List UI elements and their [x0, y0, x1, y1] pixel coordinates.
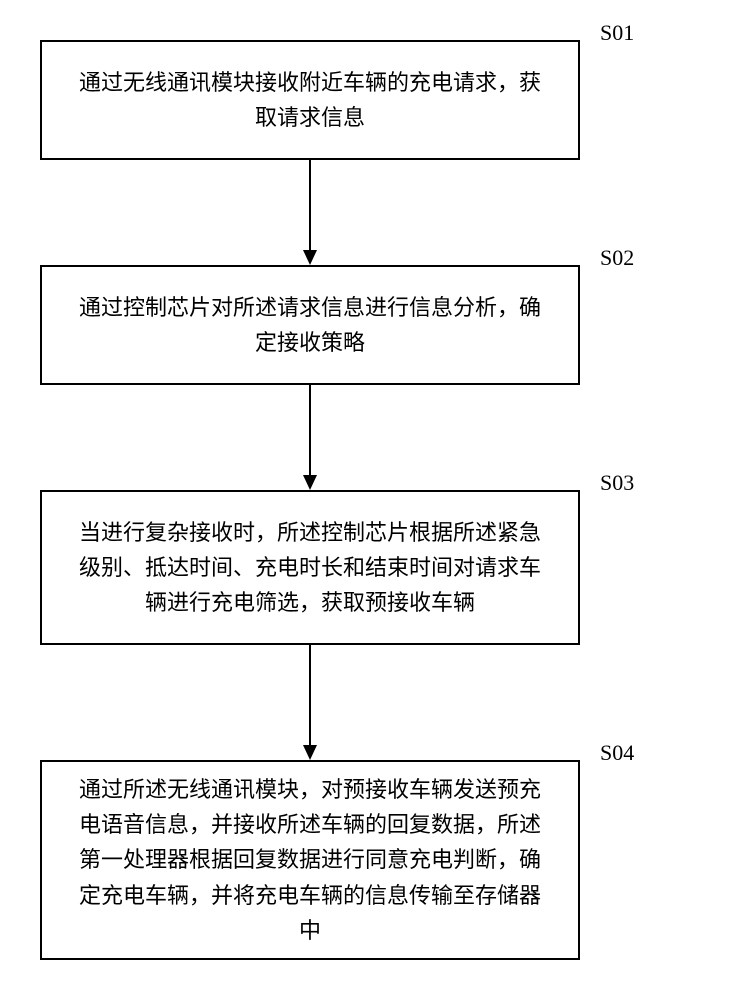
flow-arrow-3 [300, 645, 320, 760]
flow-arrow-2 [300, 385, 320, 490]
flow-node-text: 通过所述无线通讯模块，对预接收车辆发送预充电语音信息，并接收所述车辆的回复数据，… [72, 772, 548, 948]
flow-label-s03: S03 [600, 470, 634, 496]
flow-label-s02: S02 [600, 245, 634, 271]
flow-node-text: 当进行复杂接收时，所述控制芯片根据所述紧急级别、抵达时间、充电时长和结束时间对请… [72, 515, 548, 621]
flow-node-text: 通过控制芯片对所述请求信息进行信息分析，确定接收策略 [72, 290, 548, 360]
flow-node-text: 通过无线通讯模块接收附近车辆的充电请求，获取请求信息 [72, 65, 548, 135]
flow-node-s03: 当进行复杂接收时，所述控制芯片根据所述紧急级别、抵达时间、充电时长和结束时间对请… [40, 490, 580, 645]
flow-label-s01: S01 [600, 20, 634, 46]
flow-arrow-1 [300, 160, 320, 265]
flow-node-s04: 通过所述无线通讯模块，对预接收车辆发送预充电语音信息，并接收所述车辆的回复数据，… [40, 760, 580, 960]
flow-node-s01: 通过无线通讯模块接收附近车辆的充电请求，获取请求信息 [40, 40, 580, 160]
flow-node-s02: 通过控制芯片对所述请求信息进行信息分析，确定接收策略 [40, 265, 580, 385]
flow-label-s04: S04 [600, 740, 634, 766]
